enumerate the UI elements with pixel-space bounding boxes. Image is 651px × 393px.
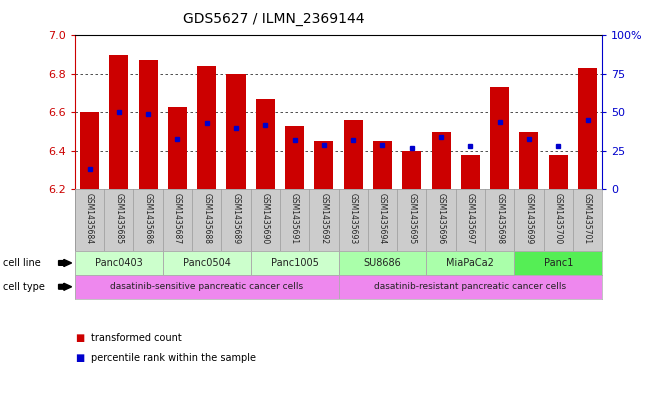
- Text: GDS5627 / ILMN_2369144: GDS5627 / ILMN_2369144: [183, 11, 364, 26]
- Text: cell line: cell line: [3, 258, 41, 268]
- Text: GSM1435700: GSM1435700: [554, 193, 562, 244]
- Text: Panc1: Panc1: [544, 258, 573, 268]
- Text: MiaPaCa2: MiaPaCa2: [447, 258, 494, 268]
- Bar: [80, 112, 99, 189]
- Bar: [344, 120, 363, 189]
- Text: percentile rank within the sample: percentile rank within the sample: [91, 353, 256, 363]
- Bar: [227, 74, 245, 189]
- Text: GSM1435686: GSM1435686: [144, 193, 152, 244]
- Text: GSM1435698: GSM1435698: [495, 193, 504, 244]
- Text: GSM1435693: GSM1435693: [349, 193, 357, 244]
- Text: GSM1435692: GSM1435692: [320, 193, 328, 244]
- Text: GSM1435689: GSM1435689: [232, 193, 240, 244]
- Bar: [109, 55, 128, 189]
- Bar: [432, 132, 450, 189]
- Text: GSM1435696: GSM1435696: [437, 193, 445, 244]
- Bar: [461, 155, 480, 189]
- Bar: [197, 66, 216, 189]
- Bar: [402, 151, 421, 189]
- Bar: [251, 251, 339, 275]
- Text: transformed count: transformed count: [91, 333, 182, 343]
- Bar: [75, 275, 339, 299]
- Bar: [285, 126, 304, 189]
- Text: GSM1435701: GSM1435701: [583, 193, 592, 244]
- Bar: [314, 141, 333, 189]
- Text: SU8686: SU8686: [364, 258, 401, 268]
- Bar: [339, 275, 602, 299]
- Bar: [168, 107, 187, 189]
- Text: GSM1435691: GSM1435691: [290, 193, 299, 244]
- Text: GSM1435687: GSM1435687: [173, 193, 182, 244]
- Bar: [139, 61, 158, 189]
- Bar: [549, 155, 568, 189]
- Text: GSM1435695: GSM1435695: [408, 193, 416, 244]
- Bar: [339, 251, 426, 275]
- Text: GSM1435684: GSM1435684: [85, 193, 94, 244]
- Bar: [256, 99, 275, 189]
- Text: GSM1435697: GSM1435697: [466, 193, 475, 244]
- Text: ■: ■: [75, 333, 84, 343]
- Text: GSM1435699: GSM1435699: [525, 193, 533, 244]
- Text: Panc0403: Panc0403: [95, 258, 143, 268]
- Text: cell type: cell type: [3, 282, 45, 292]
- Bar: [490, 87, 509, 189]
- Text: GSM1435688: GSM1435688: [202, 193, 211, 244]
- Bar: [514, 251, 602, 275]
- Text: GSM1435694: GSM1435694: [378, 193, 387, 244]
- Text: Panc0504: Panc0504: [183, 258, 230, 268]
- Bar: [75, 251, 163, 275]
- Text: ■: ■: [75, 353, 84, 363]
- Text: dasatinib-sensitive pancreatic cancer cells: dasatinib-sensitive pancreatic cancer ce…: [110, 282, 303, 291]
- Bar: [578, 68, 597, 189]
- Text: GSM1435690: GSM1435690: [261, 193, 270, 244]
- Bar: [426, 251, 514, 275]
- Text: dasatinib-resistant pancreatic cancer cells: dasatinib-resistant pancreatic cancer ce…: [374, 282, 566, 291]
- Text: GSM1435685: GSM1435685: [115, 193, 123, 244]
- Bar: [519, 132, 538, 189]
- Text: Panc1005: Panc1005: [271, 258, 318, 268]
- Bar: [373, 141, 392, 189]
- Bar: [163, 251, 251, 275]
